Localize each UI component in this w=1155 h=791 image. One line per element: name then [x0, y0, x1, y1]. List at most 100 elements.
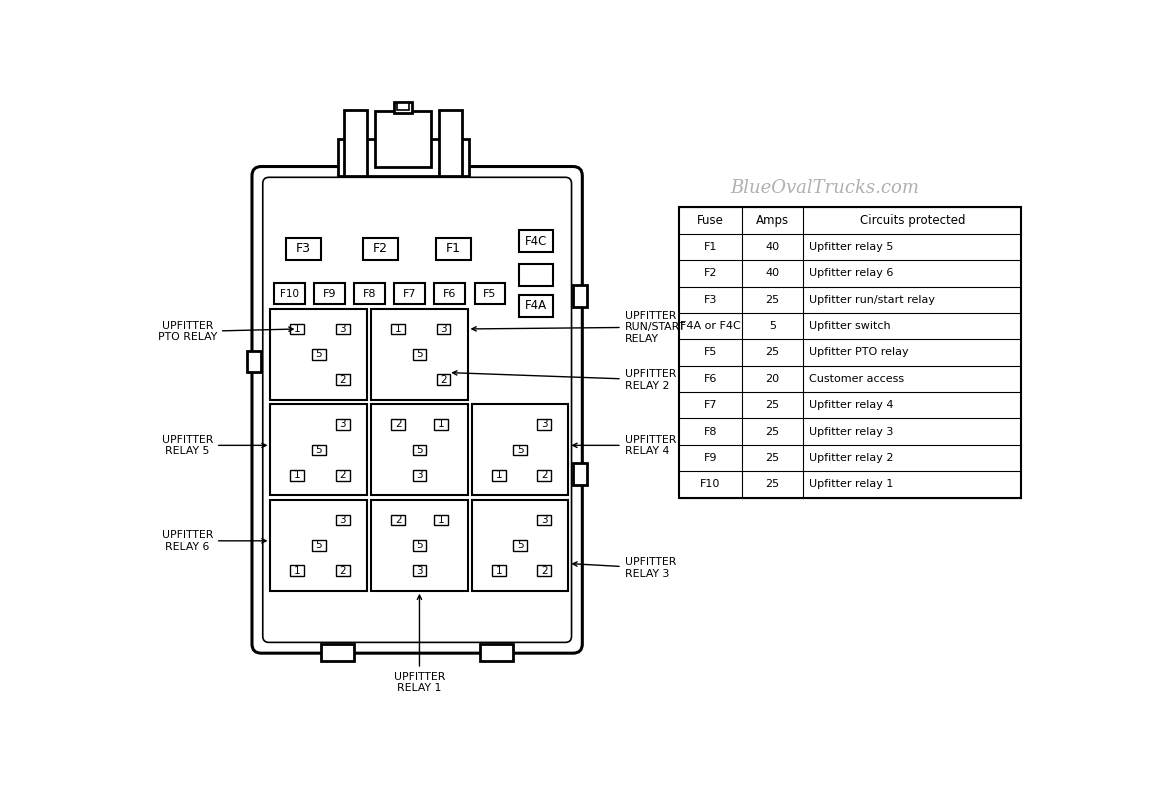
Text: 1: 1	[438, 515, 444, 525]
Text: F2: F2	[703, 268, 717, 278]
Text: 25: 25	[766, 479, 780, 490]
Bar	[480, 644, 513, 660]
Text: 5: 5	[315, 540, 322, 551]
Text: F6: F6	[444, 289, 456, 298]
FancyBboxPatch shape	[252, 167, 582, 653]
Text: 2: 2	[340, 375, 346, 385]
Text: 5: 5	[517, 540, 523, 551]
Text: 2: 2	[395, 515, 402, 525]
Bar	[336, 324, 350, 335]
Bar	[336, 419, 350, 430]
Text: Fuse: Fuse	[696, 214, 723, 227]
Bar	[290, 324, 304, 335]
Text: 2: 2	[340, 471, 346, 480]
Text: 5: 5	[517, 445, 523, 455]
Text: BlueOvalTrucks.com: BlueOvalTrucks.com	[730, 179, 919, 197]
Text: 2: 2	[541, 566, 547, 576]
Text: UPFITTER
RELAY 5: UPFITTER RELAY 5	[162, 434, 266, 456]
Text: F4C: F4C	[524, 235, 547, 248]
Text: 20: 20	[766, 374, 780, 384]
Bar	[270, 404, 367, 495]
Bar	[573, 286, 587, 307]
Bar	[537, 419, 551, 430]
Bar	[372, 500, 468, 591]
Text: Amps: Amps	[755, 214, 789, 227]
Text: 5: 5	[416, 350, 423, 359]
Text: 40: 40	[766, 268, 780, 278]
Text: 25: 25	[766, 400, 780, 411]
Bar	[679, 207, 1021, 498]
Bar	[337, 138, 469, 176]
Bar	[433, 514, 447, 525]
Text: F4A or F4C: F4A or F4C	[680, 321, 740, 331]
Bar	[247, 351, 261, 373]
Bar	[573, 464, 587, 485]
Bar	[375, 111, 431, 167]
Bar	[519, 230, 553, 252]
Text: UPFITTER
RELAY 3: UPFITTER RELAY 3	[573, 558, 676, 579]
Bar	[492, 566, 506, 576]
Bar	[437, 374, 450, 385]
Text: Upfitter relay 6: Upfitter relay 6	[808, 268, 893, 278]
Text: Upfitter run/start relay: Upfitter run/start relay	[808, 295, 934, 305]
Text: Upfitter relay 4: Upfitter relay 4	[808, 400, 893, 411]
Bar	[344, 110, 367, 176]
Text: 1: 1	[438, 419, 444, 430]
Text: 25: 25	[766, 453, 780, 463]
Text: 1: 1	[295, 566, 300, 576]
Text: F5: F5	[483, 289, 497, 298]
Bar	[437, 324, 450, 335]
Text: 5: 5	[416, 445, 423, 455]
Bar	[285, 238, 321, 259]
Bar	[392, 324, 405, 335]
Text: F6: F6	[703, 374, 717, 384]
Bar	[397, 104, 409, 110]
Text: 40: 40	[766, 242, 780, 252]
Text: F1: F1	[703, 242, 717, 252]
Bar	[513, 445, 527, 456]
Text: 2: 2	[541, 471, 547, 480]
Text: Circuits protected: Circuits protected	[859, 214, 966, 227]
Bar	[519, 295, 553, 316]
Text: Customer access: Customer access	[808, 374, 904, 384]
Bar	[275, 283, 305, 305]
Text: 3: 3	[416, 566, 423, 576]
Bar	[336, 470, 350, 481]
Text: UPFITTER
RELAY 2: UPFITTER RELAY 2	[453, 369, 676, 391]
Text: 1: 1	[395, 324, 402, 334]
Bar	[435, 238, 471, 259]
Text: 3: 3	[340, 515, 346, 525]
FancyBboxPatch shape	[262, 177, 572, 642]
Text: Upfitter PTO relay: Upfitter PTO relay	[808, 347, 908, 358]
Text: Upfitter relay 2: Upfitter relay 2	[808, 453, 893, 463]
Text: F8: F8	[363, 289, 377, 298]
Text: F5: F5	[703, 347, 717, 358]
Text: F2: F2	[373, 242, 388, 255]
Text: 3: 3	[340, 419, 346, 430]
Text: 25: 25	[766, 347, 780, 358]
Bar	[412, 349, 426, 360]
Bar	[312, 349, 326, 360]
Text: F9: F9	[323, 289, 336, 298]
Bar	[314, 283, 345, 305]
Text: 5: 5	[769, 321, 776, 331]
Text: 25: 25	[766, 426, 780, 437]
Bar	[412, 540, 426, 551]
Bar	[433, 419, 447, 430]
Bar	[412, 445, 426, 456]
Text: 3: 3	[541, 419, 547, 430]
Bar	[290, 470, 304, 481]
Text: F7: F7	[703, 400, 717, 411]
Text: 3: 3	[440, 324, 447, 334]
Text: 5: 5	[315, 445, 322, 455]
Text: 3: 3	[416, 471, 423, 480]
Text: F7: F7	[403, 289, 417, 298]
Text: 3: 3	[340, 324, 346, 334]
Text: 1: 1	[495, 566, 502, 576]
Bar	[412, 470, 426, 481]
Bar	[312, 445, 326, 456]
Text: 25: 25	[766, 295, 780, 305]
Bar	[372, 309, 468, 399]
Bar	[537, 514, 551, 525]
Bar	[336, 566, 350, 576]
